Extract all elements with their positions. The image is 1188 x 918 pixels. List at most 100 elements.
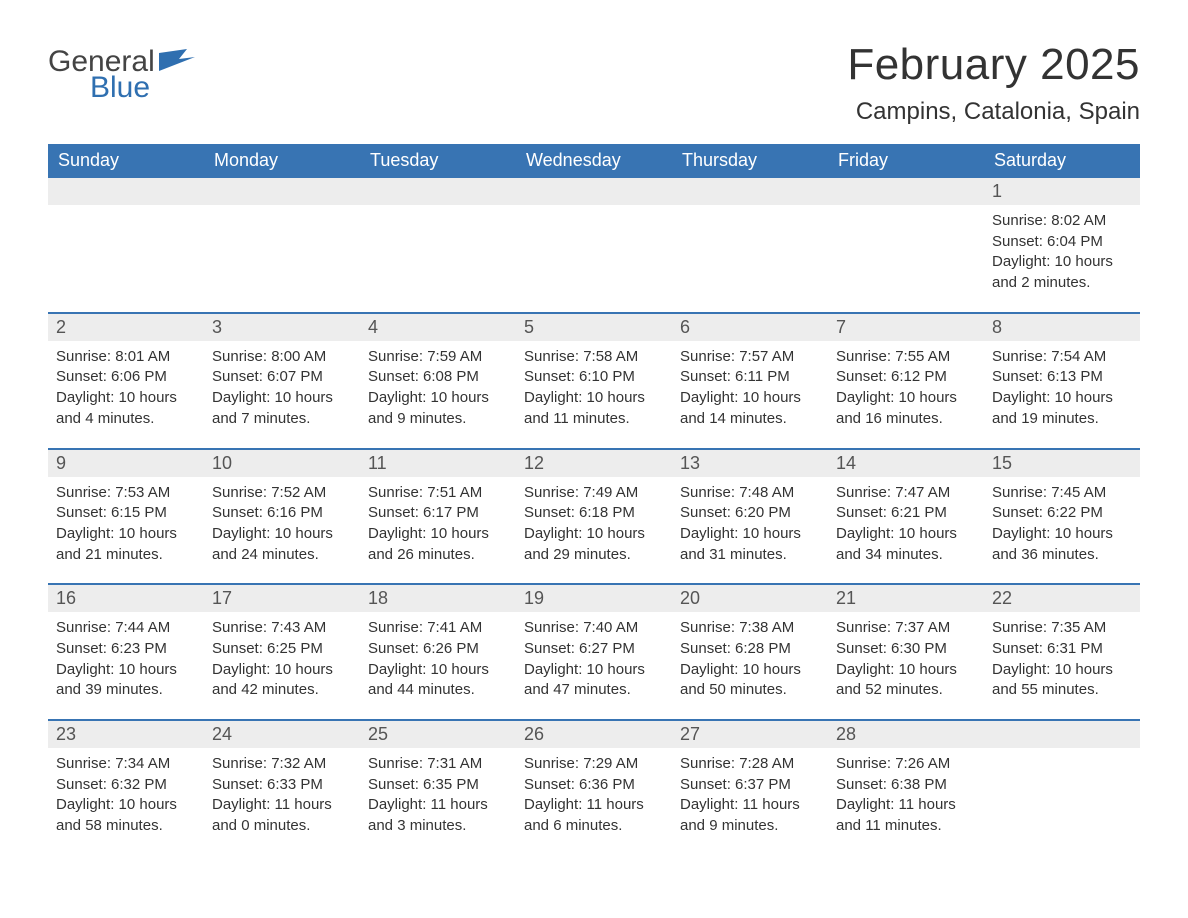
- daylight1-text: Daylight: 10 hours: [368, 524, 508, 545]
- day-details: Sunrise: 7:57 AMSunset: 6:11 PMDaylight:…: [672, 341, 828, 430]
- day-number: 14: [828, 450, 984, 477]
- sunrise-text: Sunrise: 7:58 AM: [524, 347, 664, 368]
- daylight1-text: Daylight: 11 hours: [368, 795, 508, 816]
- sunset-text: Sunset: 6:15 PM: [56, 503, 196, 524]
- day-cell: [672, 178, 828, 312]
- sunset-text: Sunset: 6:07 PM: [212, 367, 352, 388]
- day-details: Sunrise: 8:02 AMSunset: 6:04 PMDaylight:…: [984, 205, 1140, 294]
- day-cell: 18Sunrise: 7:41 AMSunset: 6:26 PMDayligh…: [360, 585, 516, 719]
- daylight2-text: and 29 minutes.: [524, 545, 664, 566]
- sunset-text: Sunset: 6:28 PM: [680, 639, 820, 660]
- day-number: 9: [48, 450, 204, 477]
- daylight2-text: and 52 minutes.: [836, 680, 976, 701]
- daylight1-text: Daylight: 10 hours: [836, 524, 976, 545]
- day-number: 2: [48, 314, 204, 341]
- day-cell: 25Sunrise: 7:31 AMSunset: 6:35 PMDayligh…: [360, 721, 516, 855]
- day-cell: 9Sunrise: 7:53 AMSunset: 6:15 PMDaylight…: [48, 450, 204, 584]
- location-text: Campins, Catalonia, Spain: [847, 98, 1140, 126]
- sunset-text: Sunset: 6:08 PM: [368, 367, 508, 388]
- sunset-text: Sunset: 6:12 PM: [836, 367, 976, 388]
- day-number: 6: [672, 314, 828, 341]
- day-cell: 6Sunrise: 7:57 AMSunset: 6:11 PMDaylight…: [672, 314, 828, 448]
- daylight2-text: and 4 minutes.: [56, 409, 196, 430]
- sunset-text: Sunset: 6:13 PM: [992, 367, 1132, 388]
- daylight2-text: and 0 minutes.: [212, 816, 352, 837]
- day-details: Sunrise: 7:51 AMSunset: 6:17 PMDaylight:…: [360, 477, 516, 566]
- sunset-text: Sunset: 6:21 PM: [836, 503, 976, 524]
- day-cell: 20Sunrise: 7:38 AMSunset: 6:28 PMDayligh…: [672, 585, 828, 719]
- daylight2-text: and 34 minutes.: [836, 545, 976, 566]
- dow-cell: Monday: [204, 144, 360, 178]
- daylight1-text: Daylight: 10 hours: [56, 660, 196, 681]
- sunrise-text: Sunrise: 7:38 AM: [680, 618, 820, 639]
- day-cell: 16Sunrise: 7:44 AMSunset: 6:23 PMDayligh…: [48, 585, 204, 719]
- day-cell: 8Sunrise: 7:54 AMSunset: 6:13 PMDaylight…: [984, 314, 1140, 448]
- day-number: 7: [828, 314, 984, 341]
- day-details: Sunrise: 7:43 AMSunset: 6:25 PMDaylight:…: [204, 612, 360, 701]
- daylight1-text: Daylight: 10 hours: [680, 660, 820, 681]
- day-cell: 22Sunrise: 7:35 AMSunset: 6:31 PMDayligh…: [984, 585, 1140, 719]
- day-number: 24: [204, 721, 360, 748]
- dow-cell: Saturday: [984, 144, 1140, 178]
- day-details: Sunrise: 7:40 AMSunset: 6:27 PMDaylight:…: [516, 612, 672, 701]
- day-of-week-header: SundayMondayTuesdayWednesdayThursdayFrid…: [48, 144, 1140, 178]
- daylight2-text: and 11 minutes.: [836, 816, 976, 837]
- title-block: February 2025 Campins, Catalonia, Spain: [847, 40, 1140, 126]
- daylight1-text: Daylight: 10 hours: [992, 252, 1132, 273]
- daylight2-text: and 9 minutes.: [680, 816, 820, 837]
- day-cell: 24 Sunrise: 7:32 AMSunset: 6:33 PMDayligh…: [204, 721, 360, 855]
- daylight2-text: and 42 minutes.: [212, 680, 352, 701]
- daylight2-text: and 19 minutes.: [992, 409, 1132, 430]
- sunset-text: Sunset: 6:37 PM: [680, 775, 820, 796]
- dow-cell: Thursday: [672, 144, 828, 178]
- sunrise-text: Sunrise: 7:52 AM: [212, 483, 352, 504]
- day-number: 8: [984, 314, 1140, 341]
- sunset-text: Sunset: 6:33 PM: [212, 775, 352, 796]
- week-row: 2Sunrise: 8:01 AMSunset: 6:06 PMDaylight…: [48, 312, 1140, 448]
- day-number: 25: [360, 721, 516, 748]
- daylight2-text: and 58 minutes.: [56, 816, 196, 837]
- day-cell: [516, 178, 672, 312]
- day-cell: 28Sunrise: 7:26 AMSunset: 6:38 PMDayligh…: [828, 721, 984, 855]
- daylight2-text: and 55 minutes.: [992, 680, 1132, 701]
- daylight1-text: Daylight: 10 hours: [680, 388, 820, 409]
- sunrise-text: Sunrise: 7:32 AM: [212, 754, 352, 775]
- day-details: Sunrise: 8:00 AMSunset: 6:07 PMDaylight:…: [204, 341, 360, 430]
- week-row: 23Sunrise: 7:34 AMSunset: 6:32 PMDayligh…: [48, 719, 1140, 855]
- sunset-text: Sunset: 6:16 PM: [212, 503, 352, 524]
- day-cell: 5Sunrise: 7:58 AMSunset: 6:10 PMDaylight…: [516, 314, 672, 448]
- sunrise-text: Sunrise: 8:01 AM: [56, 347, 196, 368]
- day-number: 16: [48, 585, 204, 612]
- day-details: Sunrise: 7:38 AMSunset: 6:28 PMDaylight:…: [672, 612, 828, 701]
- sunrise-text: Sunrise: 7:47 AM: [836, 483, 976, 504]
- day-cell: 19Sunrise: 7:40 AMSunset: 6:27 PMDayligh…: [516, 585, 672, 719]
- day-number: [48, 178, 204, 205]
- day-cell: 1Sunrise: 8:02 AMSunset: 6:04 PMDaylight…: [984, 178, 1140, 312]
- day-details: Sunrise: 7:37 AMSunset: 6:30 PMDaylight:…: [828, 612, 984, 701]
- sunrise-text: Sunrise: 7:49 AM: [524, 483, 664, 504]
- day-number: [516, 178, 672, 205]
- daylight1-text: Daylight: 10 hours: [56, 388, 196, 409]
- day-cell: 13Sunrise: 7:48 AMSunset: 6:20 PMDayligh…: [672, 450, 828, 584]
- day-cell: [984, 721, 1140, 855]
- daylight2-text: and 7 minutes.: [212, 409, 352, 430]
- calendar: SundayMondayTuesdayWednesdayThursdayFrid…: [48, 144, 1140, 855]
- daylight1-text: Daylight: 10 hours: [992, 524, 1132, 545]
- daylight2-text: and 11 minutes.: [524, 409, 664, 430]
- day-details: Sunrise: 7:34 AMSunset: 6:32 PMDaylight:…: [48, 748, 204, 837]
- day-number: 20: [672, 585, 828, 612]
- daylight1-text: Daylight: 10 hours: [680, 524, 820, 545]
- brand-logo: General Blue: [48, 40, 195, 103]
- sunrise-text: Sunrise: 7:26 AM: [836, 754, 976, 775]
- daylight1-text: Daylight: 11 hours: [212, 795, 352, 816]
- daylight1-text: Daylight: 10 hours: [524, 660, 664, 681]
- sunrise-text: Sunrise: 7:35 AM: [992, 618, 1132, 639]
- sunrise-text: Sunrise: 7:44 AM: [56, 618, 196, 639]
- week-row: 9Sunrise: 7:53 AMSunset: 6:15 PMDaylight…: [48, 448, 1140, 584]
- sunset-text: Sunset: 6:22 PM: [992, 503, 1132, 524]
- brand-text: General Blue: [48, 40, 195, 103]
- day-number: 28: [828, 721, 984, 748]
- sunset-text: Sunset: 6:06 PM: [56, 367, 196, 388]
- daylight2-text: and 14 minutes.: [680, 409, 820, 430]
- day-cell: 2 Sunrise: 8:01 AMSunset: 6:06 PMDaylight…: [48, 314, 204, 448]
